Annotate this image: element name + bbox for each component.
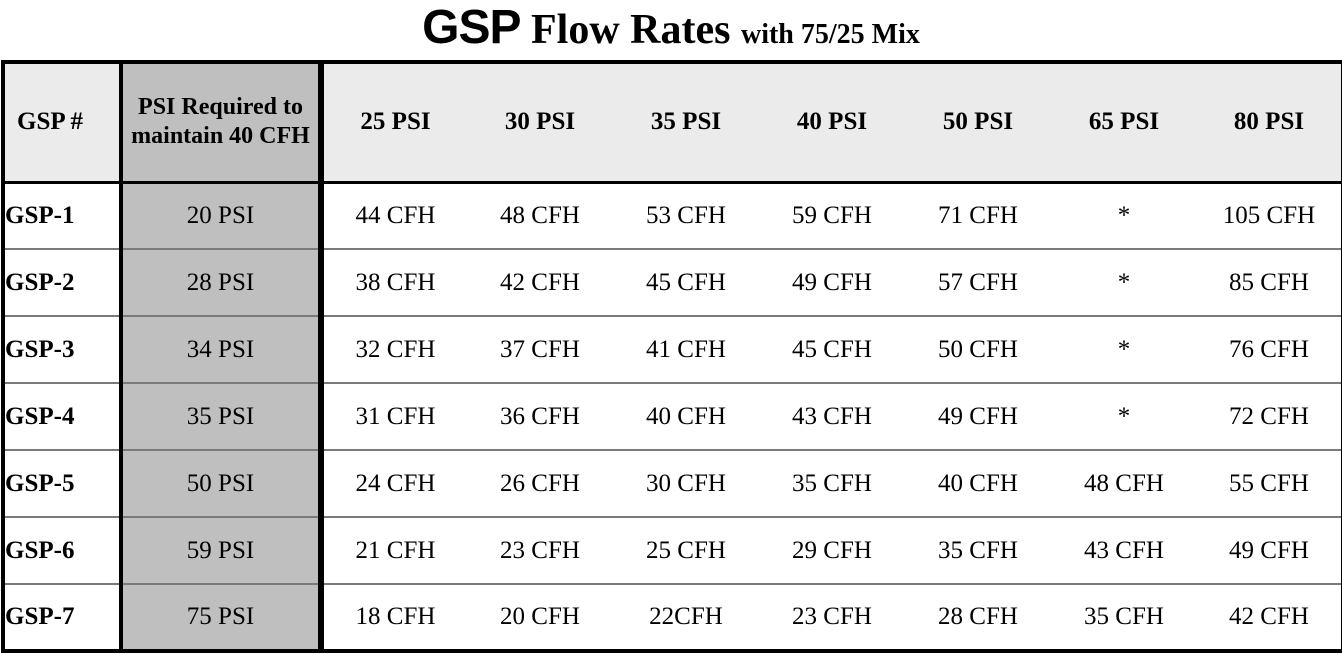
header-col: 50 PSI (905, 62, 1051, 182)
cell-value: 38 CFH (321, 249, 467, 316)
cell-value: 30 CFH (613, 450, 759, 517)
cell-value: 23 CFH (467, 517, 613, 584)
row-gsp: GSP-1 (3, 182, 121, 249)
cell-value: 49 CFH (905, 383, 1051, 450)
header-psi-required: PSI Required to maintain 40 CFH (121, 62, 321, 182)
cell-value: 23 CFH (759, 584, 905, 651)
cell-value: 45 CFH (759, 316, 905, 383)
cell-value: 85 CFH (1197, 249, 1342, 316)
flow-rates-table: GSP #PSI Required to maintain 40 CFH25 P… (1, 60, 1342, 653)
title-sub: with 75/25 Mix (741, 19, 920, 50)
title-bold: GSP (422, 1, 520, 54)
cell-value: 55 CFH (1197, 450, 1342, 517)
cell-value: 21 CFH (321, 517, 467, 584)
cell-value: * (1051, 383, 1197, 450)
row-psi-required: 50 PSI (121, 450, 321, 517)
row-psi-required: 75 PSI (121, 584, 321, 651)
row-psi-required: 35 PSI (121, 383, 321, 450)
row-psi-required: 28 PSI (121, 249, 321, 316)
header-col: 65 PSI (1051, 62, 1197, 182)
cell-value: 42 CFH (1197, 584, 1342, 651)
row-gsp: GSP-6 (3, 517, 121, 584)
cell-value: 18 CFH (321, 584, 467, 651)
cell-value: 31 CFH (321, 383, 467, 450)
row-gsp: GSP-7 (3, 584, 121, 651)
row-gsp: GSP-4 (3, 383, 121, 450)
cell-value: 36 CFH (467, 383, 613, 450)
row-psi-required: 34 PSI (121, 316, 321, 383)
cell-value: 59 CFH (759, 182, 905, 249)
cell-value: 45 CFH (613, 249, 759, 316)
row-psi-required: 59 PSI (121, 517, 321, 584)
header-gsp: GSP # (3, 62, 121, 182)
cell-value: 37 CFH (467, 316, 613, 383)
header-col: 80 PSI (1197, 62, 1342, 182)
cell-value: 32 CFH (321, 316, 467, 383)
header-col: 40 PSI (759, 62, 905, 182)
cell-value: 40 CFH (905, 450, 1051, 517)
cell-value: 105 CFH (1197, 182, 1342, 249)
cell-value: 26 CFH (467, 450, 613, 517)
table-row: GSP-228 PSI38 CFH42 CFH45 CFH49 CFH57 CF… (3, 249, 1342, 316)
cell-value: 48 CFH (467, 182, 613, 249)
cell-value: 50 CFH (905, 316, 1051, 383)
cell-value: 28 CFH (905, 584, 1051, 651)
cell-value: 43 CFH (759, 383, 905, 450)
cell-value: 22CFH (613, 584, 759, 651)
cell-value: 24 CFH (321, 450, 467, 517)
cell-value: * (1051, 249, 1197, 316)
cell-value: 57 CFH (905, 249, 1051, 316)
cell-value: 43 CFH (1051, 517, 1197, 584)
row-gsp: GSP-2 (3, 249, 121, 316)
header-col: 30 PSI (467, 62, 613, 182)
cell-value: 42 CFH (467, 249, 613, 316)
cell-value: * (1051, 182, 1197, 249)
page-title: GSP Flow Rates with 75/25 Mix (0, 4, 1342, 52)
table-row: GSP-775 PSI18 CFH20 CFH22CFH23 CFH28 CFH… (3, 584, 1342, 651)
cell-value: 48 CFH (1051, 450, 1197, 517)
table-row: GSP-435 PSI31 CFH36 CFH40 CFH43 CFH49 CF… (3, 383, 1342, 450)
cell-value: 49 CFH (759, 249, 905, 316)
table-header-row: GSP #PSI Required to maintain 40 CFH25 P… (3, 62, 1342, 182)
cell-value: 29 CFH (759, 517, 905, 584)
table-row: GSP-120 PSI44 CFH48 CFH53 CFH59 CFH71 CF… (3, 182, 1342, 249)
table-row: GSP-550 PSI24 CFH26 CFH30 CFH35 CFH40 CF… (3, 450, 1342, 517)
table-row: GSP-659 PSI21 CFH23 CFH25 CFH29 CFH35 CF… (3, 517, 1342, 584)
cell-value: 49 CFH (1197, 517, 1342, 584)
cell-value: 25 CFH (613, 517, 759, 584)
cell-value: 76 CFH (1197, 316, 1342, 383)
cell-value: 35 CFH (759, 450, 905, 517)
cell-value: 41 CFH (613, 316, 759, 383)
row-gsp: GSP-5 (3, 450, 121, 517)
header-col: 35 PSI (613, 62, 759, 182)
cell-value: 35 CFH (905, 517, 1051, 584)
cell-value: 44 CFH (321, 182, 467, 249)
cell-value: * (1051, 316, 1197, 383)
cell-value: 71 CFH (905, 182, 1051, 249)
cell-value: 20 CFH (467, 584, 613, 651)
table-row: GSP-334 PSI32 CFH37 CFH41 CFH45 CFH50 CF… (3, 316, 1342, 383)
header-col: 25 PSI (321, 62, 467, 182)
cell-value: 72 CFH (1197, 383, 1342, 450)
row-gsp: GSP-3 (3, 316, 121, 383)
title-main: Flow Rates (521, 7, 741, 53)
row-psi-required: 20 PSI (121, 182, 321, 249)
cell-value: 40 CFH (613, 383, 759, 450)
cell-value: 53 CFH (613, 182, 759, 249)
cell-value: 35 CFH (1051, 584, 1197, 651)
